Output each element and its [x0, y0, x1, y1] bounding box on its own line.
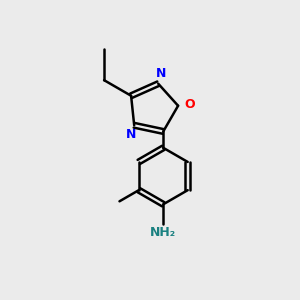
- Text: NH₂: NH₂: [150, 226, 176, 239]
- Text: N: N: [126, 128, 136, 141]
- Text: O: O: [184, 98, 195, 111]
- Text: N: N: [156, 67, 166, 80]
